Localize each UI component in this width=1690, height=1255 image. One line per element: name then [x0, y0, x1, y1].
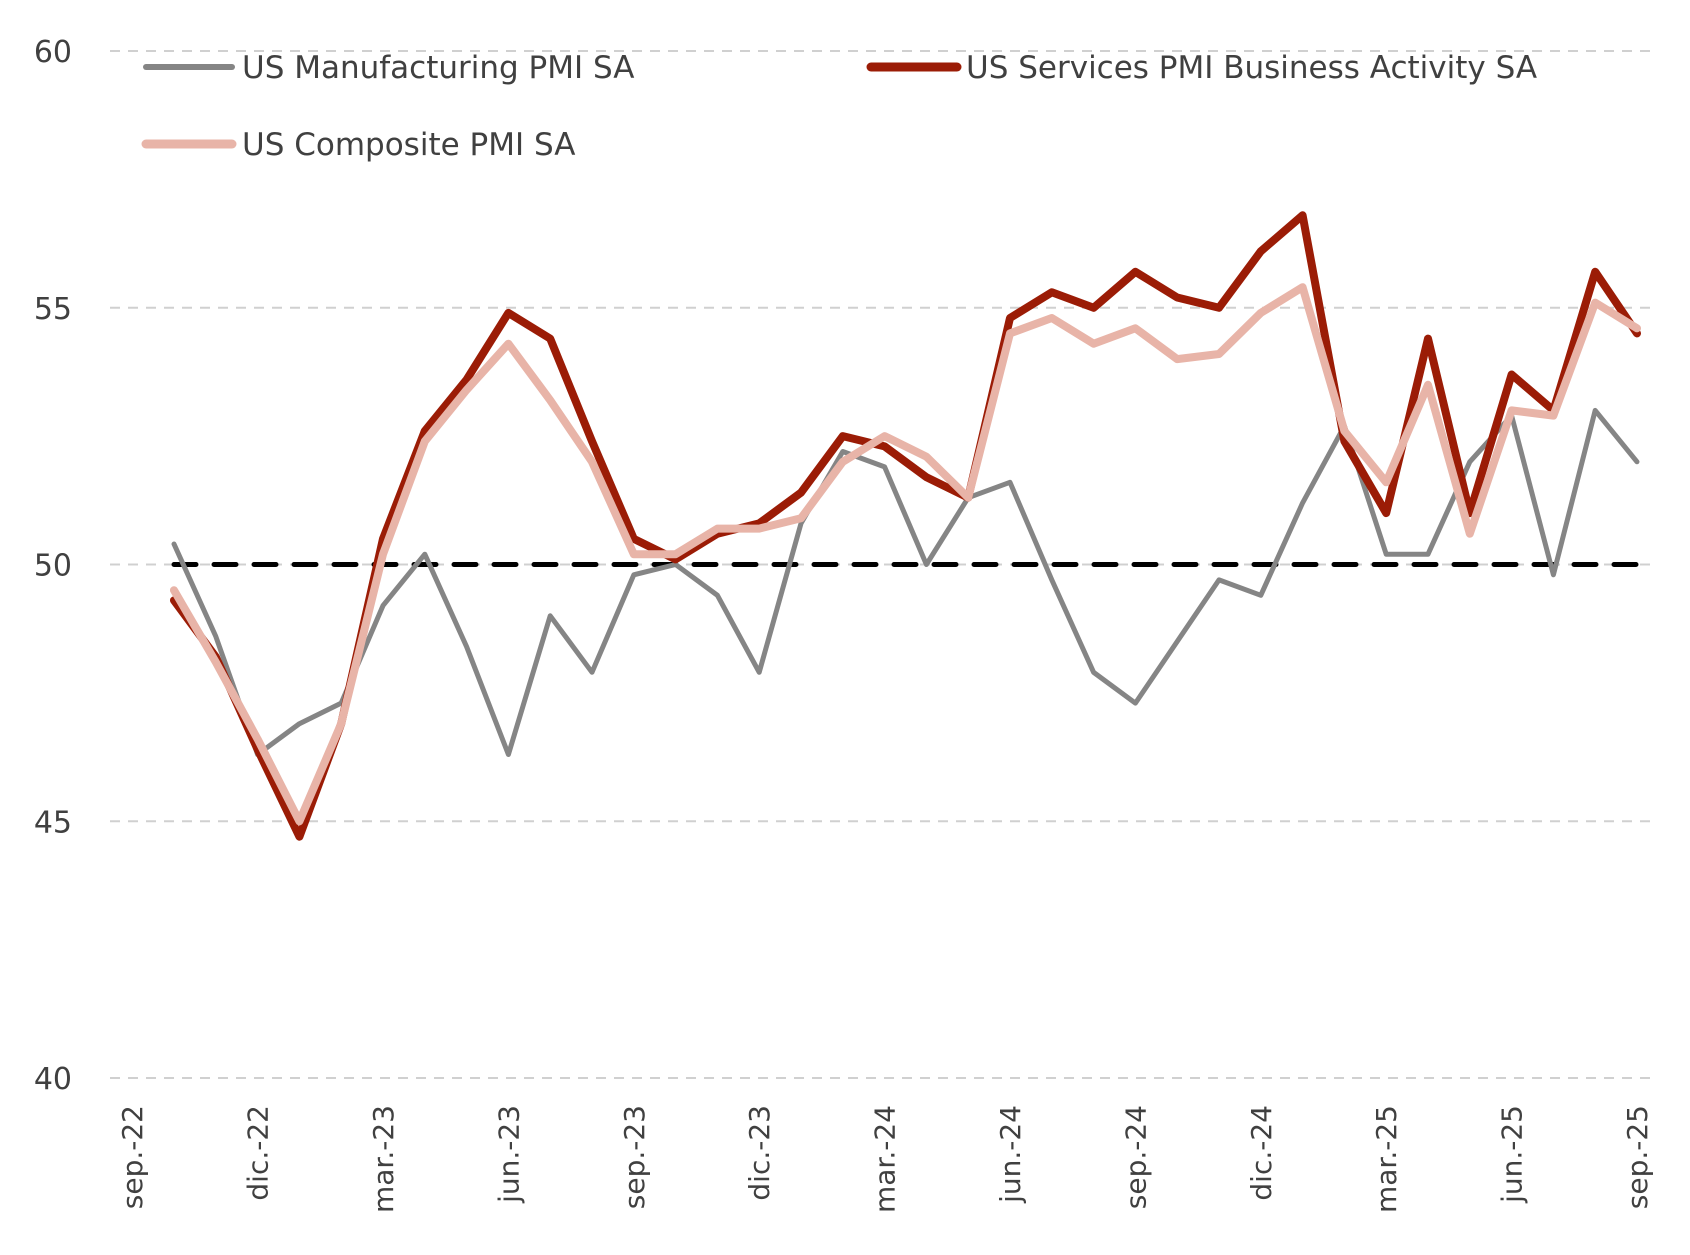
x-tick-label: sep.-24	[1119, 1105, 1152, 1209]
x-tick-label: mar.-25	[1370, 1105, 1403, 1213]
y-axis: 40 45 50 55 60	[34, 35, 72, 1097]
legend-label-manufacturing[interactable]: US Manufacturing PMI SA	[242, 50, 634, 86]
series-line-manufacturing	[171, 407, 1640, 757]
x-tick-label: mar.-23	[367, 1105, 400, 1213]
legend-label-composite[interactable]: US Composite PMI SA	[242, 127, 575, 163]
y-tick-label: 50	[34, 549, 72, 584]
x-tick-label: jun.-25	[1496, 1105, 1529, 1204]
legend-label-services[interactable]: US Services PMI Business Activity SA	[966, 50, 1537, 86]
x-tick-label: dic.-22	[242, 1105, 275, 1201]
x-tick-label: sep.-22	[116, 1105, 149, 1209]
y-tick-label: 55	[34, 292, 72, 327]
series-line-composite	[170, 283, 1641, 826]
y-tick-label: 40	[34, 1062, 72, 1097]
y-tick-label: 60	[34, 35, 72, 70]
x-tick-label: jun.-23	[492, 1105, 525, 1204]
y-tick-label: 45	[34, 805, 72, 840]
x-tick-label: dic.-24	[1245, 1105, 1278, 1201]
x-tick-label: dic.-23	[743, 1105, 776, 1201]
x-tick-label: mar.-24	[869, 1105, 902, 1213]
x-tick-label: sep.-23	[618, 1105, 651, 1209]
x-tick-label: sep.-25	[1621, 1105, 1654, 1209]
x-tick-label: jun.-24	[994, 1105, 1027, 1204]
legend: US Manufacturing PMI SA US Services PMI …	[141, 50, 1537, 163]
x-axis: sep.-22 dic.-22 mar.-23 jun.-23 sep.-23 dic.-…	[116, 1105, 1654, 1213]
series-layer	[170, 211, 1641, 841]
